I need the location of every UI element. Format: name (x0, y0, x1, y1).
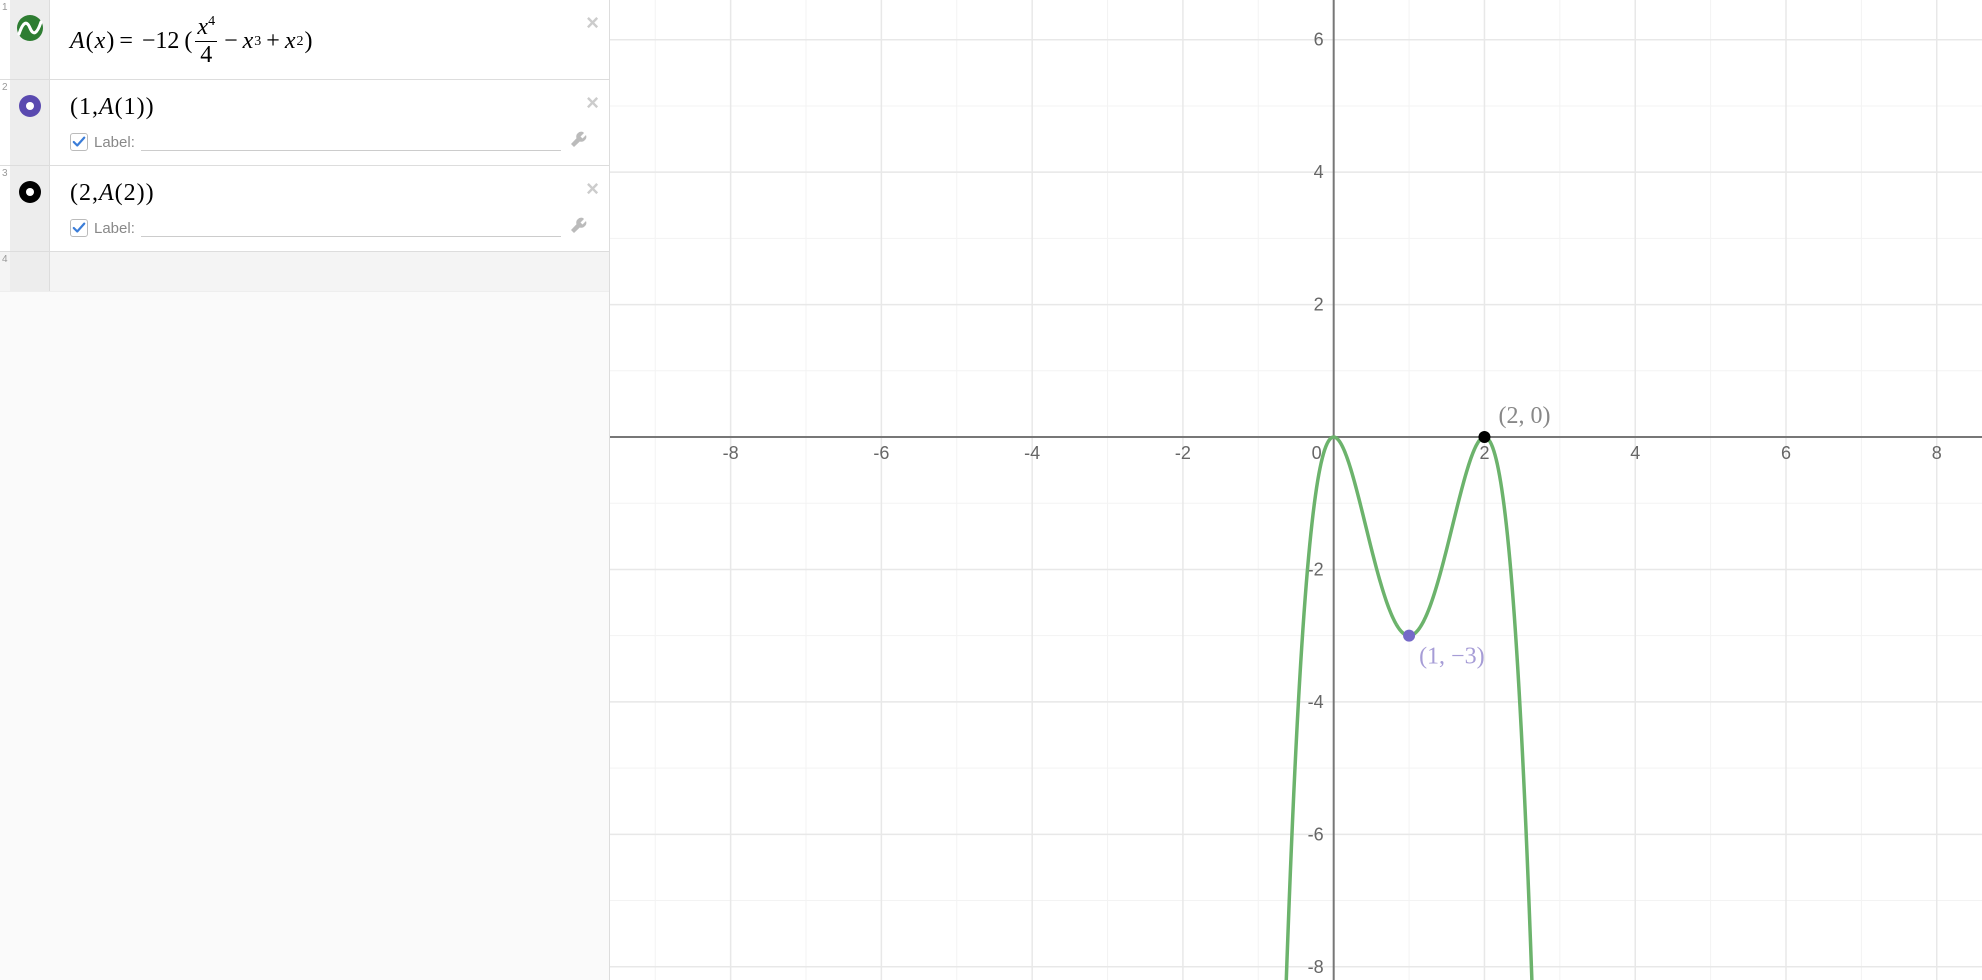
point-icon-purple[interactable] (10, 80, 50, 165)
svg-text:-6: -6 (873, 443, 889, 463)
label-checkbox[interactable] (70, 219, 88, 237)
expression-row-2[interactable]: 2 × (1,A(1)) Label: (0, 80, 609, 166)
svg-text:-8: -8 (1308, 957, 1324, 977)
expression-row-empty[interactable]: 4 (0, 252, 609, 292)
row-index: 1 (0, 0, 10, 79)
close-icon[interactable]: × (586, 90, 599, 116)
expression-row-3[interactable]: 3 × (2, A(2)) Label: (0, 166, 609, 252)
svg-text:2: 2 (1314, 295, 1324, 315)
expression-body[interactable]: × (2, A(2)) Label: (50, 166, 609, 251)
label-input[interactable] (141, 133, 561, 151)
svg-text:4: 4 (1314, 162, 1324, 182)
svg-text:4: 4 (1630, 443, 1640, 463)
row-index: 3 (0, 166, 10, 251)
expression-math: (2, A(2)) (70, 180, 154, 207)
point-marker-icon (18, 94, 42, 118)
label-row: Label: (70, 215, 589, 241)
label-caption: Label: (94, 134, 135, 151)
svg-text:6: 6 (1314, 30, 1324, 50)
svg-text:-2: -2 (1175, 443, 1191, 463)
label-row: Label: (70, 129, 589, 155)
expression-list: 1 × A(x) = −12( x4 4 − x3 (0, 0, 610, 980)
row-index: 2 (0, 80, 10, 165)
svg-text:-8: -8 (723, 443, 739, 463)
label-checkbox[interactable] (70, 133, 88, 151)
wrench-icon[interactable] (569, 215, 589, 241)
svg-text:-2: -2 (1308, 559, 1324, 579)
svg-text:(1, −3): (1, −3) (1419, 644, 1485, 670)
svg-text:-4: -4 (1308, 692, 1324, 712)
graph-svg[interactable]: -8-6-4-202468-8-6-4-2246(1, −3)(2, 0) (610, 0, 1982, 980)
label-caption: Label: (94, 220, 135, 237)
svg-text:-6: -6 (1308, 824, 1324, 844)
svg-text:-4: -4 (1024, 443, 1040, 463)
svg-text:8: 8 (1932, 443, 1942, 463)
row-index: 4 (0, 252, 10, 291)
empty-icon (10, 252, 50, 291)
function-icon[interactable] (10, 0, 50, 79)
graph-canvas[interactable]: -8-6-4-202468-8-6-4-2246(1, −3)(2, 0) (610, 0, 1982, 980)
label-input[interactable] (141, 219, 561, 237)
close-icon[interactable]: × (586, 10, 599, 36)
expression-math: (1,A(1)) (70, 94, 154, 121)
point-marker-icon (18, 180, 42, 204)
close-icon[interactable]: × (586, 176, 599, 202)
svg-text:6: 6 (1781, 443, 1791, 463)
wrench-icon[interactable] (569, 129, 589, 155)
expression-row-1[interactable]: 1 × A(x) = −12( x4 4 − x3 (0, 0, 609, 80)
point-icon-black[interactable] (10, 166, 50, 251)
expression-body[interactable]: × (1,A(1)) Label: (50, 80, 609, 165)
svg-text:2: 2 (1479, 443, 1489, 463)
svg-text:(2, 0): (2, 0) (1498, 403, 1550, 429)
expression-body[interactable]: × A(x) = −12( x4 4 − x3 + x2) (50, 0, 609, 79)
curve-icon (16, 14, 44, 42)
expression-math: A(x) = −12( x4 4 − x3 + x2) (70, 14, 312, 69)
